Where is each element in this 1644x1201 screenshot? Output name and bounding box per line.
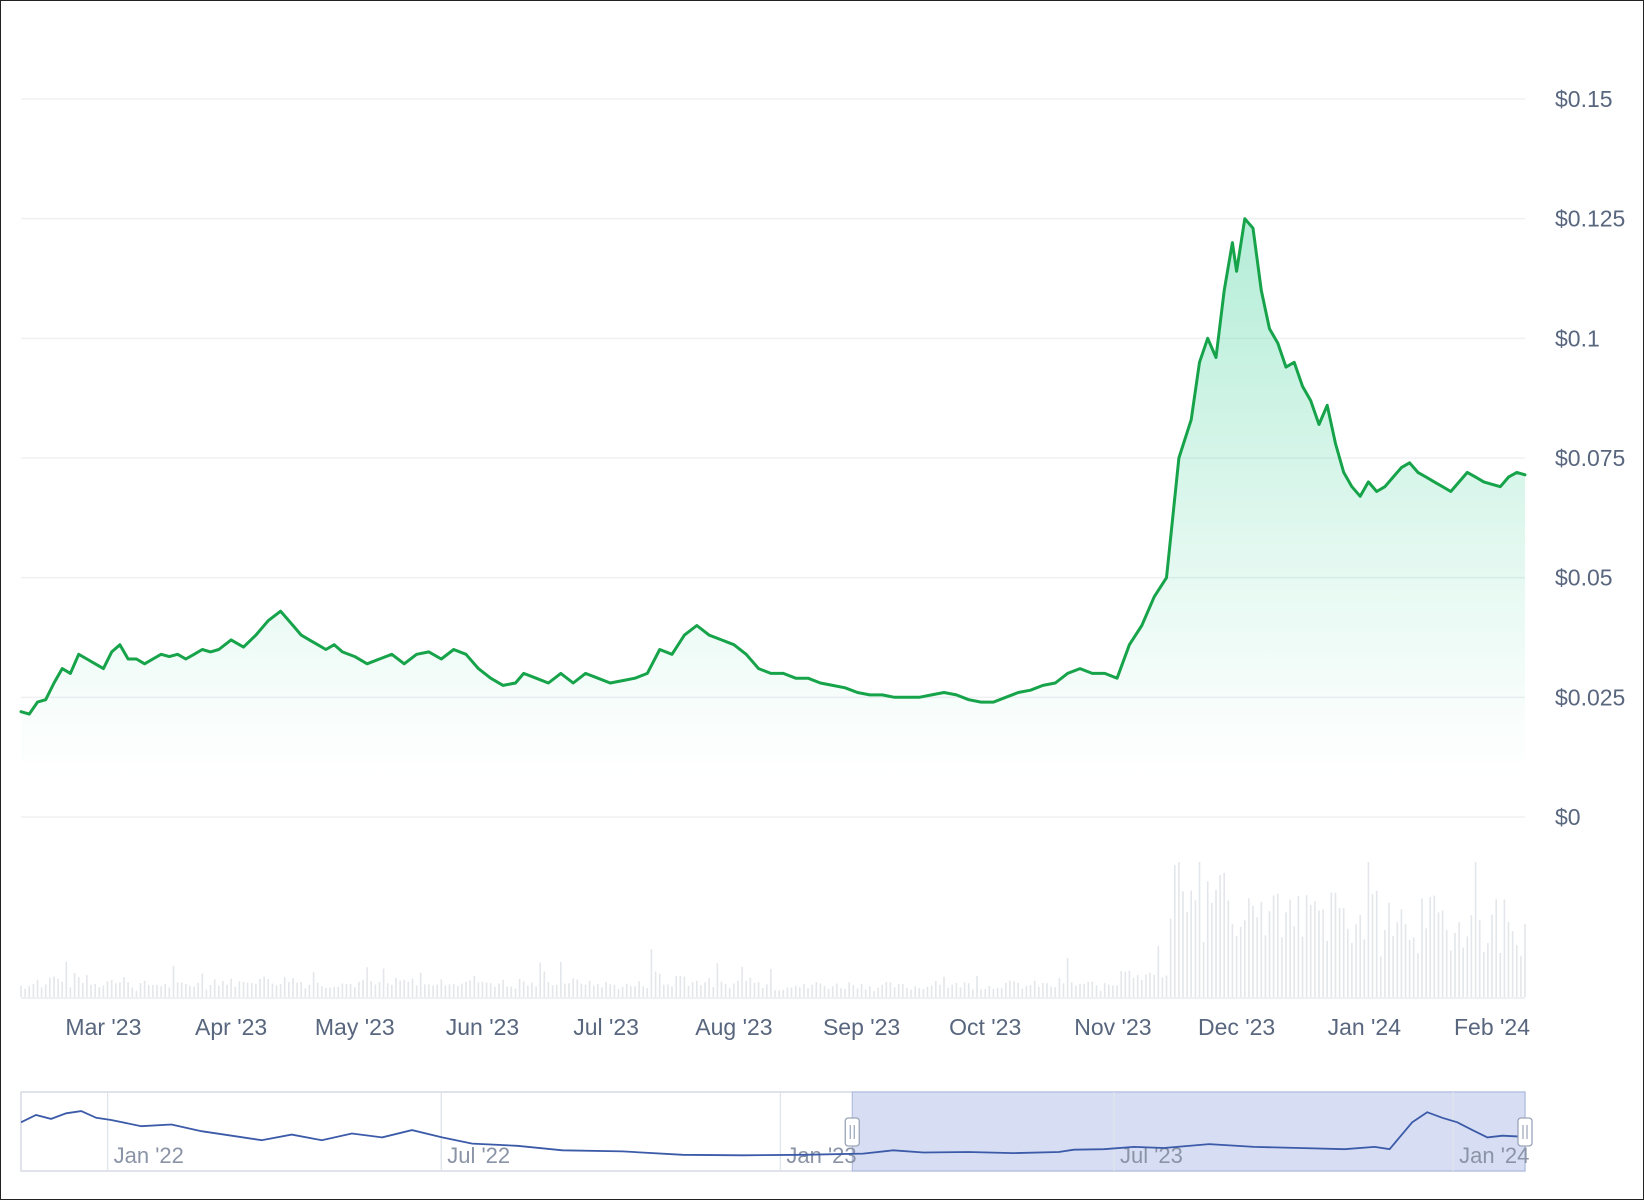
price-line xyxy=(19,217,1527,716)
x-tick-label: Apr '23 xyxy=(195,1014,267,1040)
navigator-tick-label: Jan '24 xyxy=(1459,1143,1529,1168)
x-tick-label: Mar '23 xyxy=(65,1014,141,1040)
navigator-tick-label: Jan '22 xyxy=(114,1143,184,1168)
y-tick-label: $0.15 xyxy=(1555,86,1613,112)
navigator-selection[interactable] xyxy=(851,1091,1526,1172)
y-tick-label: $0.1 xyxy=(1555,325,1600,351)
y-tick-label: $0 xyxy=(1555,804,1581,830)
x-tick-label: Jan '24 xyxy=(1328,1014,1402,1040)
x-tick-label: Aug '23 xyxy=(695,1014,772,1040)
y-tick-label: $0.025 xyxy=(1555,684,1625,710)
y-tick-label: $0.05 xyxy=(1555,565,1613,591)
x-tick-label: May '23 xyxy=(315,1014,395,1040)
x-tick-label: Jul '23 xyxy=(573,1014,639,1040)
y-axis: $0 $0.025 $0.05 $0.075 $0.1 $0.125 $0.15 xyxy=(1555,86,1625,830)
volume-bar-group xyxy=(20,862,1526,997)
navigator-left-handle[interactable] xyxy=(844,1117,860,1147)
price-area-fill xyxy=(21,218,1525,776)
x-axis: Mar '23 Apr '23 May '23 Jun '23 Jul '23 Aug '… xyxy=(65,1014,1530,1040)
x-tick-label: Nov '23 xyxy=(1074,1014,1151,1040)
x-tick-label: Sep '23 xyxy=(823,1014,900,1040)
price-area xyxy=(19,217,1527,776)
y-tick-label: $0.125 xyxy=(1555,206,1625,232)
range-navigator[interactable]: Jan '22 Jul '22 Jan '23 Jul '23 Jan '24 xyxy=(20,1091,1533,1172)
x-tick-label: Dec '23 xyxy=(1198,1014,1275,1040)
y-tick-label: $0.075 xyxy=(1555,445,1625,471)
navigator-tick-label: Jul '22 xyxy=(447,1143,510,1168)
navigator-line xyxy=(20,1110,1526,1157)
x-tick-label: Jun '23 xyxy=(446,1014,519,1040)
volume-bars xyxy=(20,862,1526,999)
x-tick-label: Oct '23 xyxy=(949,1014,1021,1040)
x-tick-label: Feb '24 xyxy=(1454,1014,1530,1040)
navigator-right-handle[interactable] xyxy=(1517,1117,1533,1147)
